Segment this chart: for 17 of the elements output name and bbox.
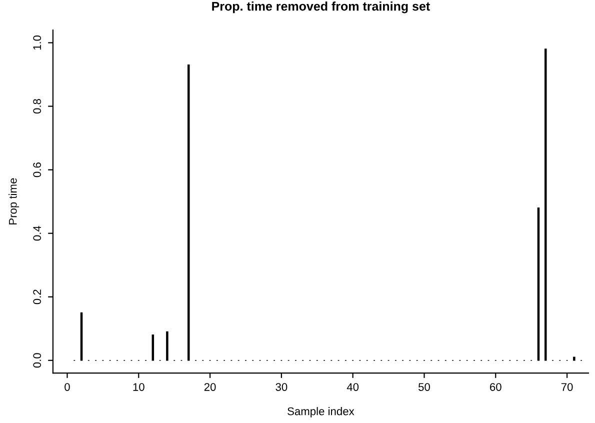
x-tick-label: 20 (204, 383, 216, 391)
y-tick-label: 1.0 (33, 35, 42, 50)
x-axis-title: Sample index (288, 407, 354, 418)
x-tick-label: 60 (490, 383, 502, 391)
y-tick-label: 0.4 (33, 226, 42, 241)
y-tick-label: 0.8 (33, 99, 42, 114)
x-tick-label: 0 (64, 383, 70, 391)
x-tick-label: 10 (133, 383, 144, 391)
y-axis-title: Prop time (8, 178, 19, 224)
x-tick-label: 30 (276, 383, 288, 391)
x-tick-label: 50 (418, 383, 430, 391)
x-tick-label: 70 (561, 383, 573, 391)
y-tick-label: 0.6 (33, 162, 42, 178)
y-tick-label: 0.2 (33, 290, 42, 304)
y-tick-label: 0.0 (33, 353, 42, 368)
x-tick-label: 40 (346, 383, 359, 391)
chart-title: Prop. time removed from training set (212, 2, 430, 14)
